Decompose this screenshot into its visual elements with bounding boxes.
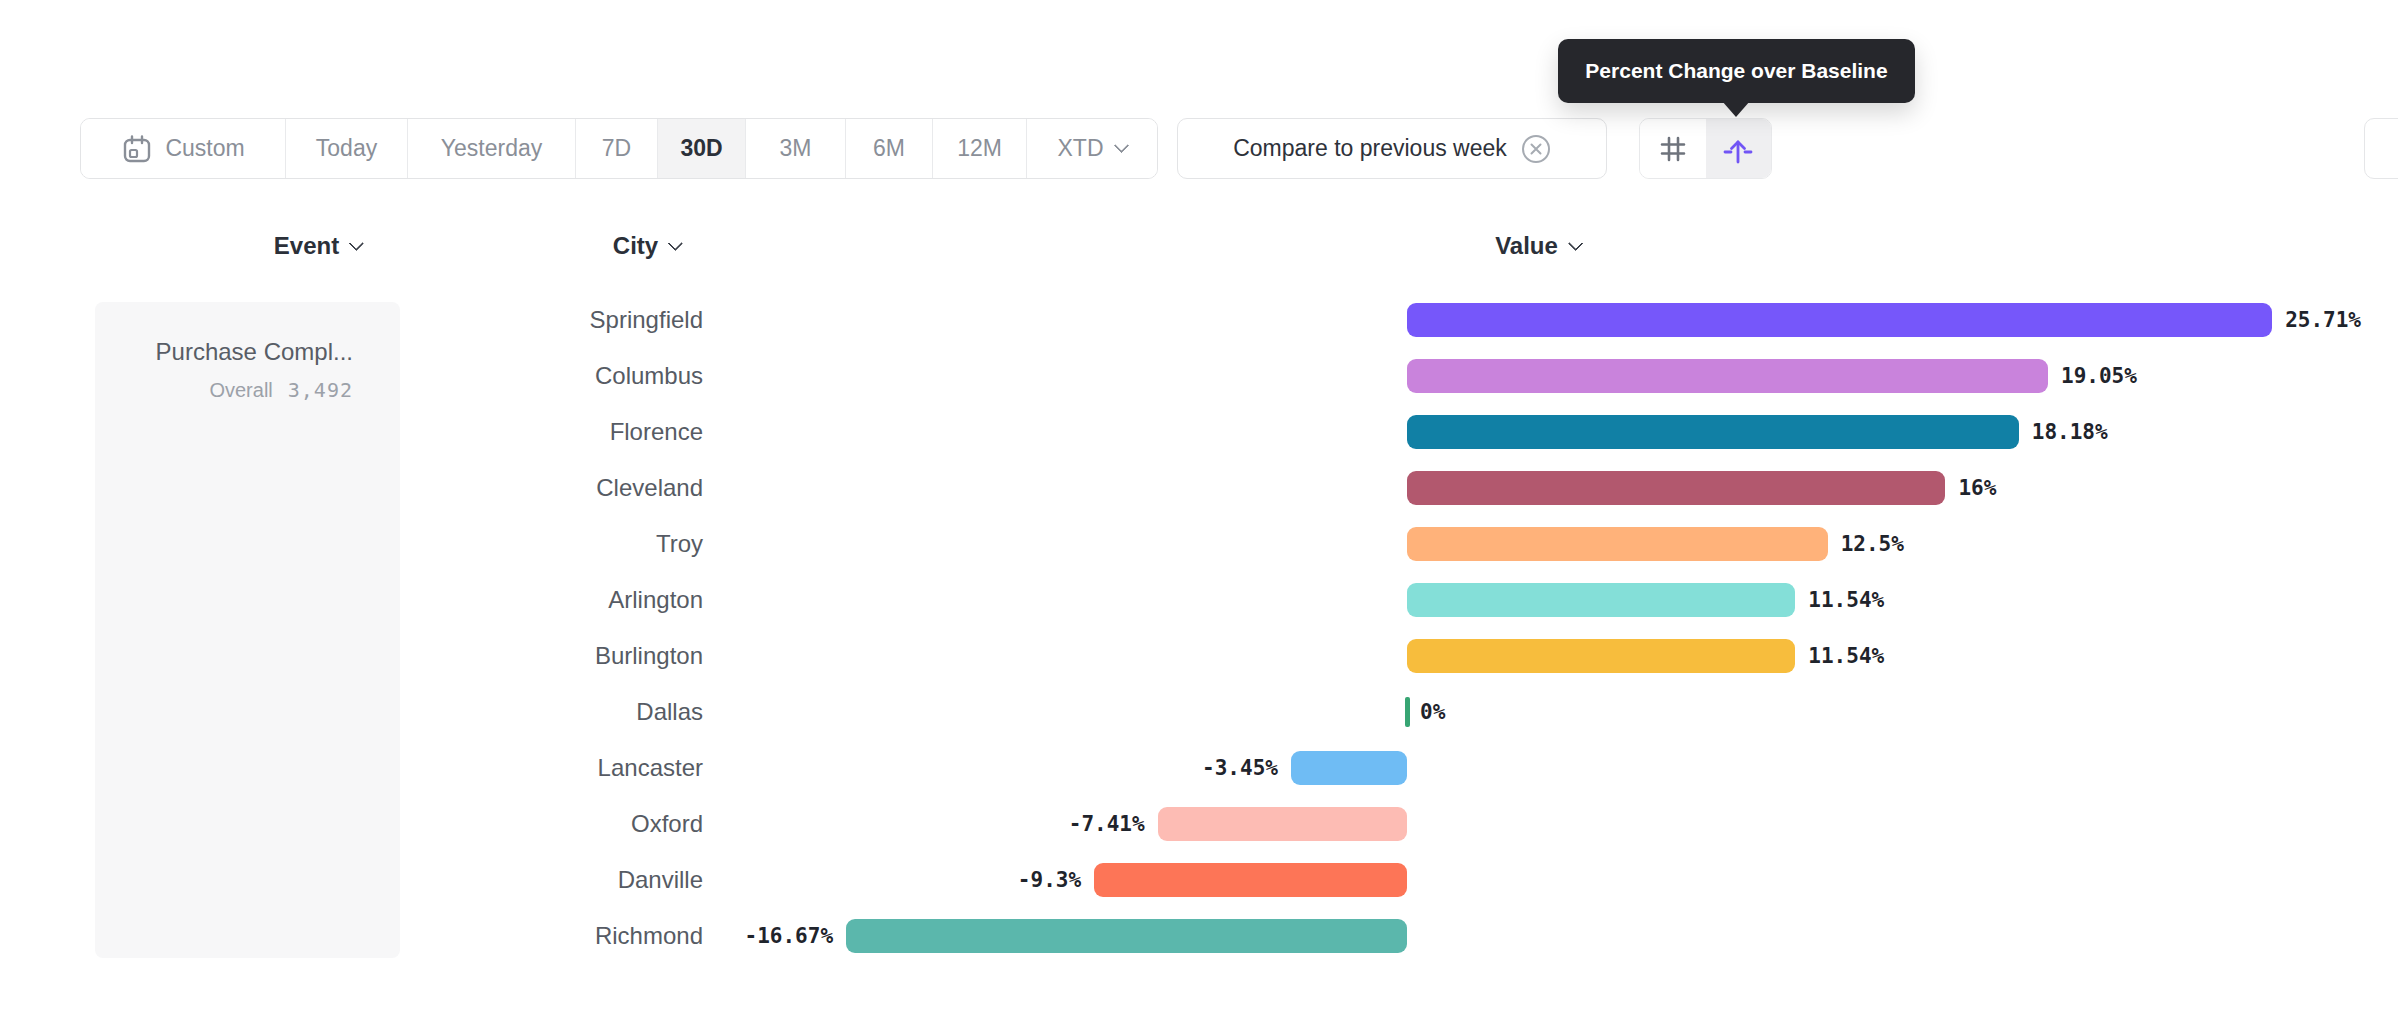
date-range-12m[interactable]: 12M — [933, 119, 1027, 178]
column-header-value[interactable]: Value — [1495, 231, 1581, 261]
column-header-value-label: Value — [1495, 232, 1558, 260]
bar-value-label: -3.45% — [1202, 751, 1278, 785]
grid-view-button[interactable] — [1640, 119, 1706, 178]
bar[interactable] — [1407, 583, 1795, 617]
bar[interactable] — [1407, 303, 2272, 337]
city-label: Troy — [430, 528, 703, 560]
event-cell[interactable]: Purchase Compl... Overall 3,492 — [95, 302, 400, 958]
event-name: Purchase Compl... — [156, 338, 353, 366]
chevron-down-icon — [1568, 235, 1584, 251]
date-range-custom[interactable]: Custom — [81, 119, 286, 178]
city-label: Arlington — [430, 584, 703, 616]
date-range-label: 6M — [873, 135, 905, 162]
city-label: Burlington — [430, 640, 703, 672]
column-header-city[interactable]: City — [613, 231, 681, 261]
column-header-event-label: Event — [274, 232, 339, 260]
date-range-yesterday[interactable]: Yesterday — [408, 119, 576, 178]
compare-label: Compare to previous week — [1233, 135, 1507, 162]
city-label: Dallas — [430, 696, 703, 728]
date-range-7d[interactable]: 7D — [576, 119, 658, 178]
baseline-arrow-icon — [1721, 132, 1755, 166]
bar[interactable] — [1405, 697, 1410, 727]
city-label: Danville — [430, 864, 703, 896]
tooltip-caret — [1722, 101, 1750, 117]
calendar-icon — [121, 133, 153, 165]
chevron-down-icon — [349, 235, 365, 251]
date-range-today[interactable]: Today — [286, 119, 408, 178]
bar-value-label: -16.67% — [745, 919, 834, 953]
overall-label: Overall — [209, 379, 272, 402]
overall-value: 3,492 — [288, 378, 353, 402]
date-range-6m[interactable]: 6M — [846, 119, 933, 178]
city-label: Richmond — [430, 920, 703, 952]
clipped-edge-button[interactable] — [2364, 118, 2398, 179]
date-range-3m[interactable]: 3M — [746, 119, 846, 178]
city-label: Oxford — [430, 808, 703, 840]
analytics-dashboard: Percent Change over Baseline Custom Today… — [0, 0, 2398, 1022]
tooltip-text: Percent Change over Baseline — [1585, 59, 1887, 83]
city-label: Cleveland — [430, 472, 703, 504]
column-header-event[interactable]: Event — [274, 231, 362, 261]
close-icon[interactable] — [1521, 134, 1551, 164]
date-range-label: XTD — [1058, 135, 1104, 162]
date-range-xtd[interactable]: XTD — [1027, 119, 1157, 178]
bar[interactable] — [1407, 359, 2048, 393]
date-range-label: 30D — [680, 135, 722, 162]
city-label: Springfield — [430, 304, 703, 336]
bar-value-label: 11.54% — [1808, 639, 1884, 673]
city-label: Lancaster — [430, 752, 703, 784]
chevron-down-icon — [668, 235, 684, 251]
date-range-label: Today — [316, 135, 377, 162]
date-range-label: 7D — [602, 135, 631, 162]
baseline-view-button[interactable] — [1706, 119, 1772, 178]
city-label: Florence — [430, 416, 703, 448]
bar-value-label: -7.41% — [1069, 807, 1145, 841]
bar[interactable] — [1094, 863, 1407, 897]
chevron-down-icon — [1113, 138, 1129, 154]
bar-value-label: 16% — [1958, 471, 1996, 505]
tooltip: Percent Change over Baseline — [1558, 39, 1915, 103]
column-header-city-label: City — [613, 232, 658, 260]
bar[interactable] — [1291, 751, 1407, 785]
bar[interactable] — [1407, 527, 1828, 561]
bar-value-label: 19.05% — [2061, 359, 2137, 393]
date-range-label: 3M — [780, 135, 812, 162]
bar-value-label: -9.3% — [1018, 863, 1081, 897]
bar[interactable] — [1407, 471, 1945, 505]
date-range-30d[interactable]: 30D — [658, 119, 746, 178]
city-label: Columbus — [430, 360, 703, 392]
bar-value-label: 25.71% — [2285, 303, 2361, 337]
view-toggle-group — [1639, 118, 1772, 179]
date-range-group: Custom Today Yesterday 7D 30D 3M 6M 12M XTD — [80, 118, 1158, 179]
date-range-label: 12M — [957, 135, 1002, 162]
bar[interactable] — [1407, 639, 1795, 673]
grid-icon — [1657, 133, 1689, 165]
date-range-label: Yesterday — [441, 135, 542, 162]
bar-value-label: 18.18% — [2032, 415, 2108, 449]
bar[interactable] — [846, 919, 1407, 953]
bar[interactable] — [1158, 807, 1407, 841]
event-overall: Overall 3,492 — [209, 378, 353, 402]
bar[interactable] — [1407, 415, 2019, 449]
bar-value-label: 0% — [1420, 695, 1445, 729]
date-range-label: Custom — [165, 135, 244, 162]
bar-value-label: 11.54% — [1808, 583, 1884, 617]
bar-value-label: 12.5% — [1841, 527, 1904, 561]
compare-pill[interactable]: Compare to previous week — [1177, 118, 1607, 179]
